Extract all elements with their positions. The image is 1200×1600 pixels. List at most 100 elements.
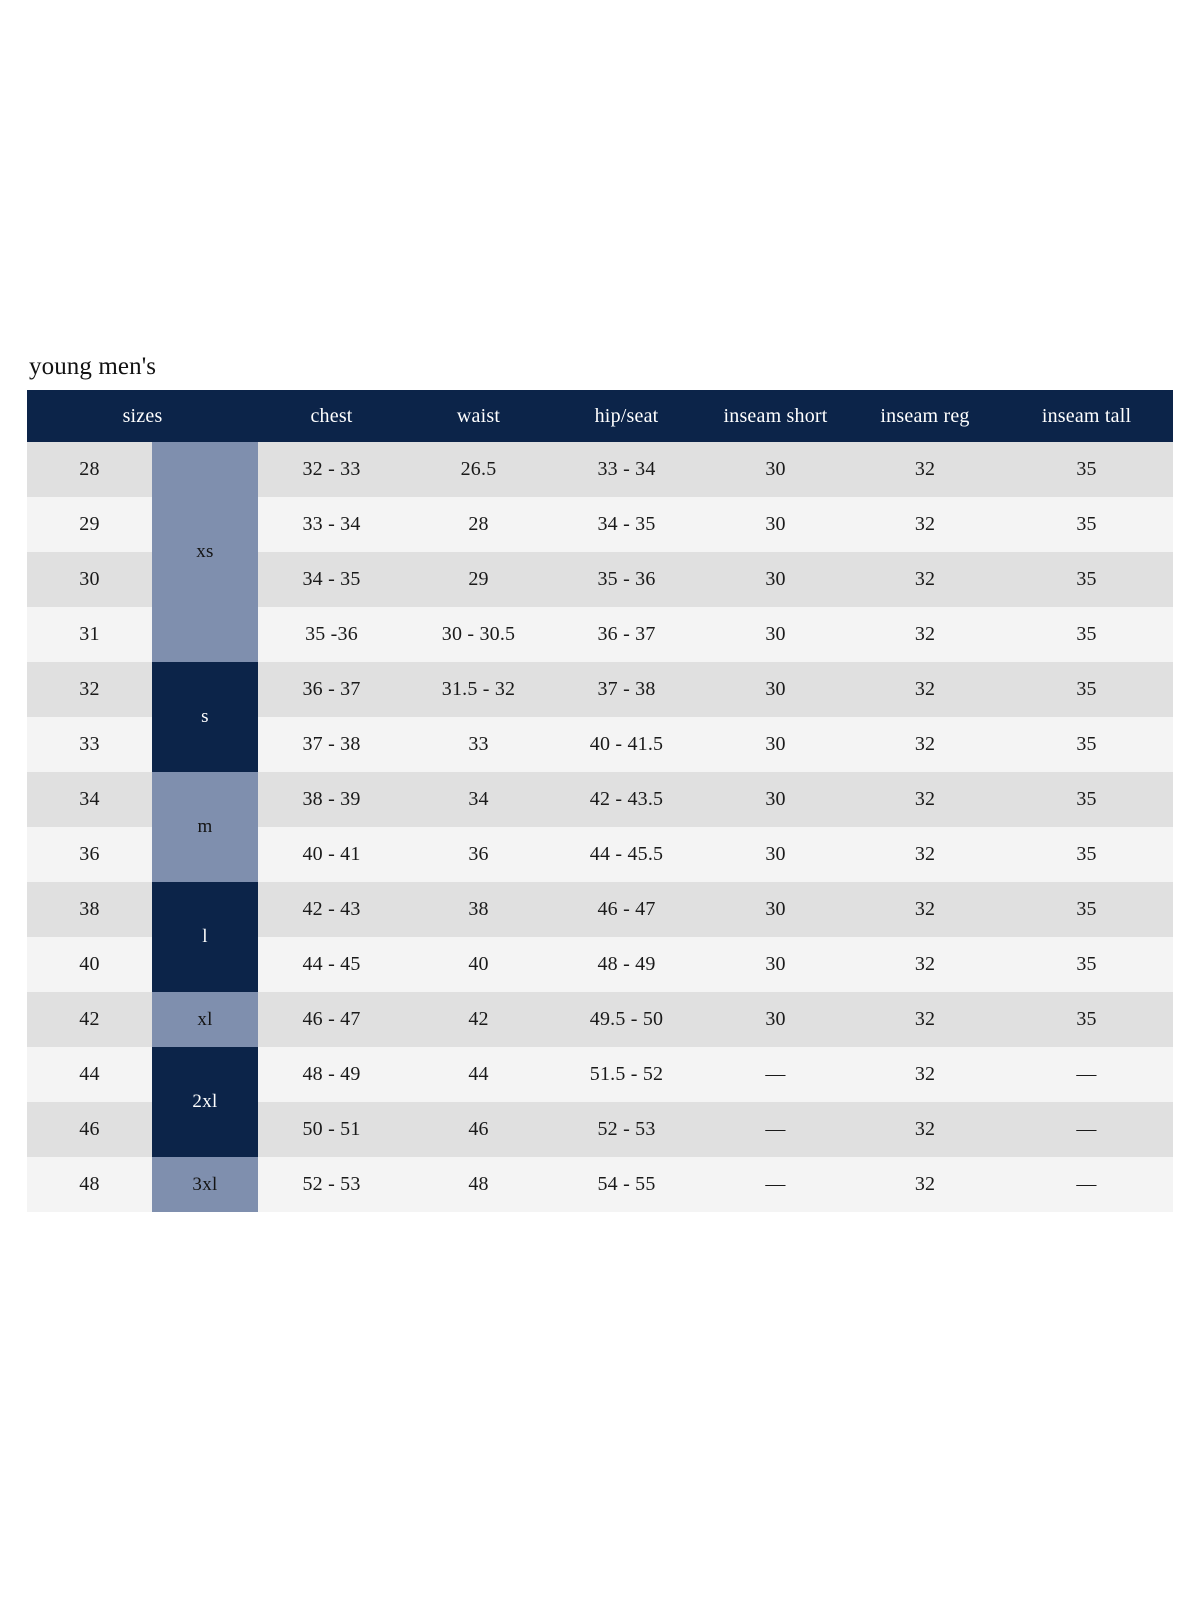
header-row: sizes chest waist hip/seat inseam short …	[27, 390, 1174, 442]
cell-waist: 28	[405, 497, 553, 552]
cell-size-number: 28	[27, 442, 152, 497]
cell-waist: 40	[405, 937, 553, 992]
table-row: 32 s 36 - 37 31.5 - 32 37 - 38 30 32 35	[27, 662, 1174, 772]
cell-waist: 26.5	[405, 442, 553, 497]
cell-size-number: 48	[27, 1157, 152, 1212]
cell-chest: 44 - 45	[258, 937, 406, 992]
column-header-waist: waist	[405, 390, 553, 442]
table-row: 46 50 - 51 46 52 - 53—32—	[27, 1102, 1174, 1157]
cell-inseam-tall: 35	[1000, 772, 1174, 827]
cell-size-band-s: s	[152, 662, 259, 772]
cell-inseam-tall: 35	[1000, 497, 1174, 552]
cell-size-number: 40	[27, 937, 152, 992]
cell-waist: 42	[405, 992, 553, 1047]
column-header-inseam-reg: inseam reg	[850, 390, 1001, 442]
cell-inseam-short: 30	[701, 937, 851, 992]
size-chart-container: young men's sizes chest waist hip/seat i…	[27, 352, 1174, 1212]
cell-inseam-short: 30	[701, 552, 851, 607]
size-chart-table: sizes chest waist hip/seat inseam short …	[27, 390, 1174, 1212]
cell-hip-seat: 49.5 - 50	[552, 992, 702, 1047]
cell-size-number: 33	[27, 717, 152, 772]
cell-inseam-reg: 32	[850, 442, 1001, 497]
cell-hip-seat: 51.5 - 52	[552, 1047, 702, 1102]
cell-waist: 44	[405, 1047, 553, 1102]
column-header-chest: chest	[258, 390, 406, 442]
cell-inseam-reg: 32	[850, 1047, 1001, 1102]
cell-waist: 31.5 - 32	[405, 662, 553, 717]
cell-waist: 34	[405, 772, 553, 827]
table-row: 38 l 42 - 43 38 46 - 47 30 32 35	[27, 882, 1174, 992]
cell-size-band-2xl: 2xl	[152, 1047, 259, 1157]
cell-inseam-tall: 35	[1000, 992, 1174, 1047]
cell-inseam-short: 30	[701, 992, 851, 1047]
table-row: 40 44 - 45 40 48 - 49 30 32 35	[27, 937, 1174, 992]
cell-hip-seat: 52 - 53	[552, 1102, 702, 1157]
cell-size-number: 42	[27, 992, 152, 1047]
cell-inseam-tall: —	[1000, 1157, 1174, 1212]
page-title: young men's	[29, 353, 157, 380]
cell-inseam-tall: 35	[1000, 827, 1174, 882]
cell-inseam-tall: 35	[1000, 442, 1174, 497]
table-header: sizes chest waist hip/seat inseam short …	[27, 390, 1174, 442]
table-row: 28 xs 32 - 33 26.5 33 - 34 30 32 35	[27, 442, 1174, 662]
cell-inseam-tall: —	[1000, 1102, 1174, 1157]
cell-inseam-short: 30	[701, 442, 851, 497]
cell-inseam-tall: 35	[1000, 882, 1174, 937]
cell-size-band-xl: xl	[152, 992, 259, 1047]
cell-chest: 46 - 47	[258, 992, 406, 1047]
cell-size-number: 44	[27, 1047, 152, 1102]
cell-inseam-short: 30	[701, 772, 851, 827]
cell-inseam-reg: 32	[850, 827, 1001, 882]
cell-hip-seat: 44 - 45.5	[552, 827, 702, 882]
cell-hip-seat: 36 - 37	[552, 607, 702, 662]
cell-waist: 29	[405, 552, 553, 607]
cell-hip-seat: 34 - 35	[552, 497, 702, 552]
cell-inseam-tall: —	[1000, 1047, 1174, 1102]
cell-size-number: 30	[27, 552, 152, 607]
cell-chest: 37 - 38	[258, 717, 406, 772]
cell-inseam-reg: 32	[850, 607, 1001, 662]
cell-inseam-reg: 32	[850, 1102, 1001, 1157]
cell-size-number: 29	[27, 497, 152, 552]
cell-chest: 34 - 35	[258, 552, 406, 607]
cell-inseam-short: 30	[701, 882, 851, 937]
cell-inseam-short: 30	[701, 607, 851, 662]
cell-inseam-tall: 35	[1000, 937, 1174, 992]
column-header-inseam-tall: inseam tall	[1000, 390, 1174, 442]
cell-inseam-tall: 35	[1000, 717, 1174, 772]
cell-inseam-short: 30	[701, 827, 851, 882]
cell-waist: 48	[405, 1157, 553, 1212]
cell-hip-seat: 48 - 49	[552, 937, 702, 992]
table-row: 34 m 38 - 39 34 42 - 43.5 30 32 35	[27, 772, 1174, 882]
cell-inseam-reg: 32	[850, 992, 1001, 1047]
cell-inseam-short: 30	[701, 497, 851, 552]
table-row: 31 35 -36 30 - 30.5 36 - 37 30 32 35	[27, 607, 1174, 662]
table-row: 30 34 - 35 29 35 - 36 30 32 35	[27, 552, 1174, 607]
table-row: 33 37 - 38 33 40 - 41.5 30 32 35	[27, 717, 1174, 772]
cell-chest: 32 - 33	[258, 442, 406, 497]
cell-inseam-reg: 32	[850, 772, 1001, 827]
cell-waist: 38	[405, 882, 553, 937]
cell-size-number: 31	[27, 607, 152, 662]
cell-inseam-reg: 32	[850, 552, 1001, 607]
cell-inseam-reg: 32	[850, 882, 1001, 937]
cell-chest: 48 - 49	[258, 1047, 406, 1102]
cell-waist: 36	[405, 827, 553, 882]
column-header-hip-seat: hip/seat	[552, 390, 702, 442]
cell-hip-seat: 35 - 36	[552, 552, 702, 607]
cell-inseam-short: 30	[701, 662, 851, 717]
table-row: 29 33 - 34 28 34 - 35 30 32 35	[27, 497, 1174, 552]
cell-hip-seat: 33 - 34	[552, 442, 702, 497]
table-row: 42 xl 46 - 47 42 49.5 - 50 30 32 35	[27, 992, 1174, 1047]
cell-inseam-reg: 32	[850, 662, 1001, 717]
cell-chest: 35 -36	[258, 607, 406, 662]
cell-size-number: 38	[27, 882, 152, 937]
cell-inseam-short: —	[701, 1047, 851, 1102]
cell-size-number: 32	[27, 662, 152, 717]
cell-size-band-xs: xs	[152, 442, 259, 662]
table-row: 36 40 - 41 36 44 - 45.5 30 32 35	[27, 827, 1174, 882]
cell-hip-seat: 42 - 43.5	[552, 772, 702, 827]
cell-size-band-l: l	[152, 882, 259, 992]
cell-size-band-3xl: 3xl	[152, 1157, 259, 1212]
